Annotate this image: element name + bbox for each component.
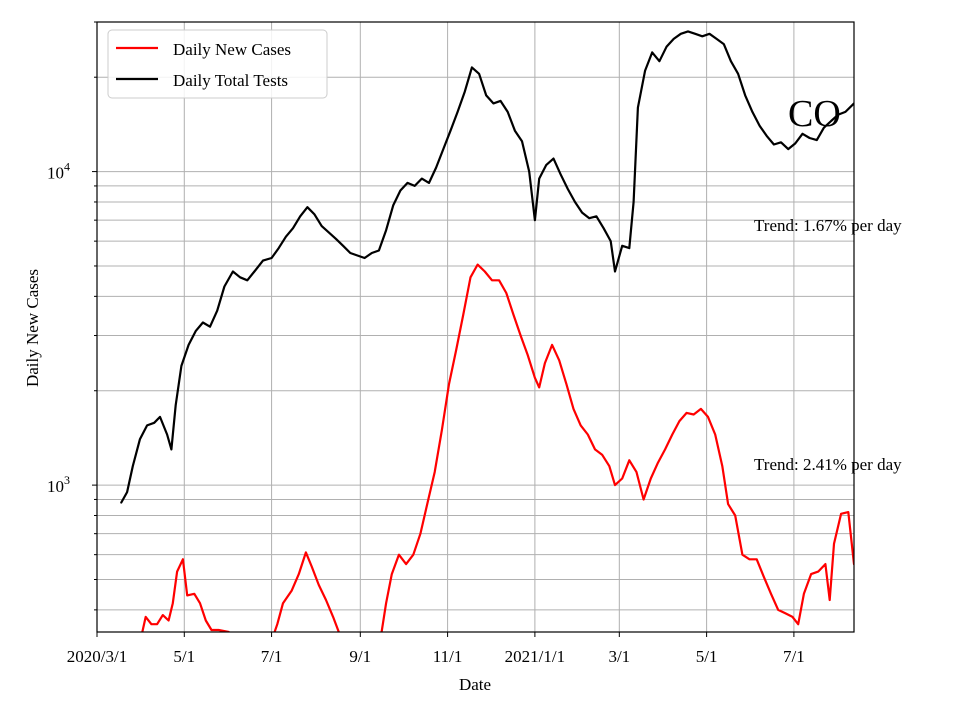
series-layer (120, 30, 854, 632)
x-tick-label: 5/1 (173, 647, 195, 666)
trend-annotation-tests: Trend: 1.67% per day (754, 216, 902, 235)
x-axis: 2020/3/1 5/1 7/1 9/1 11/1 2021/1/1 3/1 5/1 7/1 (67, 632, 805, 666)
x-tick-label: 3/1 (608, 647, 630, 666)
series-line-daily-total-tests (120, 30, 854, 504)
x-tick-label: 7/1 (783, 647, 805, 666)
legend: Daily New Cases Daily Total Tests (107, 29, 328, 99)
y-axis-label: Daily New Cases (23, 269, 42, 387)
legend-label-daily-new-cases: Daily New Cases (173, 40, 291, 59)
y-tick-label: 104 (47, 160, 70, 183)
plot-frame (96, 21, 855, 633)
legend-box (107, 29, 328, 99)
x-axis-label: Date (459, 675, 491, 694)
state-label: CO (788, 93, 841, 135)
y-axis: 103 104 (47, 21, 97, 611)
series-line-daily-new-cases (141, 263, 854, 632)
x-tick-label: 9/1 (349, 647, 371, 666)
x-tick-label: 2021/1/1 (505, 647, 565, 666)
x-tick-label: 11/1 (433, 647, 463, 666)
y-tick-label: 103 (47, 473, 70, 496)
grid (96, 21, 854, 632)
x-tick-label: 2020/3/1 (67, 647, 127, 666)
x-tick-label: 7/1 (261, 647, 283, 666)
legend-label-daily-total-tests: Daily Total Tests (173, 71, 288, 90)
x-tick-label: 5/1 (696, 647, 718, 666)
trend-annotation-cases: Trend: 2.41% per day (754, 455, 902, 474)
